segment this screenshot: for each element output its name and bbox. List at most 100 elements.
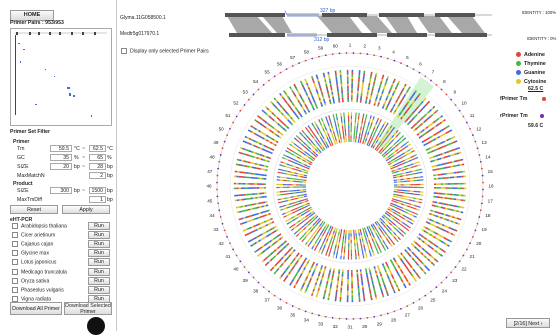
reverse-primer-bar[interactable] — [257, 116, 315, 160]
fprimer-tm-dot — [239, 110, 241, 112]
reverse-primer-bar[interactable] — [280, 221, 324, 279]
primer-number: 41 — [225, 254, 231, 259]
rprimer-tm-dot — [430, 80, 432, 82]
reverse-primer-bar[interactable] — [394, 187, 466, 189]
reverse-primer-bar[interactable] — [270, 218, 319, 271]
forward-primer-bar[interactable] — [262, 110, 317, 157]
reverse-primer-bar[interactable] — [274, 98, 321, 153]
reverse-primer-bar[interactable] — [348, 230, 350, 302]
forward-primer-bar[interactable] — [328, 229, 342, 300]
fprimer-tm-dot — [353, 318, 355, 320]
forward-primer-bar[interactable] — [265, 216, 318, 265]
forward-primer-bar[interactable] — [236, 164, 307, 178]
primer-number: 53 — [243, 89, 249, 94]
reverse-primer-bar[interactable] — [393, 164, 464, 178]
middle-ring — [230, 66, 470, 306]
reverse-primer-bar[interactable] — [328, 72, 342, 143]
fprimer-tm-dot — [366, 317, 368, 319]
legend-guanine: Guanine — [516, 70, 546, 76]
forward-primer-bar[interactable] — [280, 93, 324, 151]
primer-number: 12 — [476, 126, 482, 131]
forward-primer-bar[interactable] — [393, 194, 464, 208]
fprimer-tm-dot — [373, 54, 375, 56]
fprimer-tm-dot — [218, 161, 220, 163]
inner-ring — [273, 109, 427, 263]
rprimer-tm-dot — [217, 196, 219, 198]
primer-number: 56 — [277, 61, 283, 66]
fprimer-tm-dot — [268, 80, 270, 82]
rprimer-tm-dot — [413, 302, 415, 304]
primer-number: 38 — [253, 288, 259, 293]
rprimer-tm-dot — [360, 318, 362, 320]
rprimer-tm-dot — [298, 62, 300, 64]
reverse-primer-bar[interactable] — [312, 228, 336, 296]
forward-primer-bar[interactable] — [364, 228, 388, 296]
reverse-primer-bar[interactable] — [385, 213, 443, 257]
forward-primer-bar[interactable] — [392, 148, 460, 172]
fprimer-tm-dot — [474, 141, 476, 143]
reverse-primer-bar[interactable] — [236, 194, 307, 208]
forward-primer-bar[interactable] — [234, 187, 306, 189]
reverse-primer-bar[interactable] — [379, 219, 426, 274]
forward-primer-bar[interactable] — [274, 219, 321, 274]
forward-primer-bar[interactable] — [377, 221, 421, 279]
primer-number: 22 — [462, 266, 468, 271]
rprimer-tm-dot — [217, 168, 219, 170]
base-legend: Adenine Thymine Guanine Cytosine — [516, 52, 546, 88]
fprimer-tm-dot — [229, 242, 231, 244]
forward-primer-bar[interactable] — [270, 101, 319, 154]
rprimer-tm-dot — [424, 295, 426, 297]
rprimer-tm-dot — [393, 60, 395, 62]
forward-primer-bar[interactable] — [348, 70, 350, 142]
rprimer-tm-dot — [268, 291, 270, 293]
rprimer-tm-dot — [239, 260, 241, 262]
forward-primer-bar[interactable] — [394, 184, 466, 186]
fprimer-tm-dot — [406, 305, 408, 307]
reverse-primer-bar[interactable] — [234, 184, 306, 186]
forward-primer-bar[interactable] — [358, 72, 372, 143]
legend-adenine-label: Adenine — [524, 52, 545, 58]
forward-primer-bar[interactable] — [240, 200, 308, 224]
primer-number: 55 — [265, 70, 271, 75]
rprimer-tm-dot — [229, 128, 231, 130]
reverse-primer-bar[interactable] — [240, 148, 308, 172]
reverse-primer-bar[interactable] — [265, 106, 318, 155]
primer-number: 51 — [225, 113, 231, 118]
reverse-primer-bar[interactable] — [351, 70, 353, 142]
primer-number: 9 — [454, 89, 457, 94]
primer-number: 60 — [333, 43, 339, 48]
forward-primer-bar[interactable] — [351, 230, 353, 302]
forward-primer-bar[interactable] — [380, 218, 429, 271]
fprimer-tm-dot — [450, 271, 452, 273]
legend-cytosine-label: Cytosine — [524, 79, 546, 85]
fprimer-tm-dot — [217, 175, 219, 177]
fprimer-tm-dot — [258, 89, 260, 91]
fprimer-tm-dot — [263, 286, 265, 288]
fprimer-tm-dot — [424, 75, 426, 77]
forward-primer-bar[interactable] — [312, 76, 336, 144]
rprimer-tm-dot — [224, 141, 226, 143]
fprimer-tm-dot — [380, 314, 382, 316]
rprimer-tm-dot — [232, 249, 234, 251]
primer-number: 3 — [378, 46, 381, 51]
fprimer-tm-dot — [274, 295, 276, 297]
next-page-button[interactable]: [2/16] Next › — [506, 318, 550, 328]
rprimer-tm-dot — [455, 266, 457, 268]
reverse-primer-bar[interactable] — [392, 200, 460, 224]
forward-primer-bar[interactable] — [257, 213, 315, 257]
rprimer-tm-dot — [459, 110, 461, 112]
fprimer-tm-dot — [472, 236, 474, 238]
reverse-primer-bar[interactable] — [382, 216, 435, 265]
forward-primer-bar[interactable] — [383, 215, 438, 262]
fprimer-tm-dot — [466, 249, 468, 251]
primer-number: 30 — [362, 324, 368, 329]
rprimer-tm-dot — [466, 122, 468, 124]
reverse-primer-bar[interactable] — [262, 215, 317, 262]
primer-number: 25 — [430, 298, 436, 303]
reverse-primer-bar[interactable] — [358, 229, 372, 300]
rprimer-tm-dot — [481, 202, 483, 204]
rprimer-tm-dot — [477, 147, 479, 149]
rprimer-tm-dot — [463, 255, 465, 257]
primer-number: 15 — [488, 169, 494, 174]
